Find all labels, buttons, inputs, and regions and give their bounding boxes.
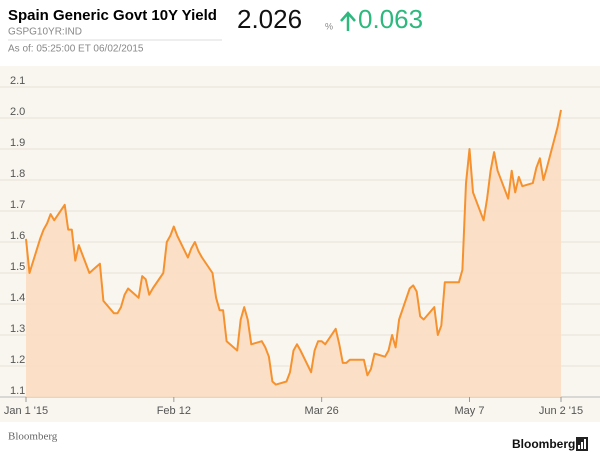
x-tick-label: Jan 1 '15 <box>4 405 48 417</box>
x-tick-label: Mar 26 <box>305 405 339 417</box>
source: Bloomberg <box>8 431 58 443</box>
ticker: GSPG10YR:IND <box>8 27 82 38</box>
y-tick-label: 2.0 <box>10 106 25 118</box>
logo-icon <box>576 437 588 451</box>
price-unit: % <box>325 21 333 31</box>
y-tick-label: 1.3 <box>10 323 25 335</box>
logo: Bloomberg <box>512 437 575 451</box>
y-tick-label: 1.5 <box>10 261 25 273</box>
x-tick-label: May 7 <box>455 405 485 417</box>
x-tick-label: Feb 12 <box>157 405 191 417</box>
change: 0.063 <box>358 4 423 34</box>
y-tick-label: 1.2 <box>10 354 25 366</box>
area <box>26 109 561 398</box>
y-tick-label: 1.9 <box>10 137 25 149</box>
up-arrow <box>340 11 356 31</box>
y-tick-label: 1.4 <box>10 292 25 304</box>
y-tick-label: 1.7 <box>10 199 25 211</box>
y-tick-label: 1.8 <box>10 168 25 180</box>
y-tick-label: 2.1 <box>10 75 25 87</box>
y-tick-label: 1.6 <box>10 230 25 242</box>
price: 2.026 <box>237 4 302 34</box>
line <box>25 109 562 386</box>
chart-title: Spain Generic Govt 10Y Yield <box>8 7 217 24</box>
y-tick-label: 1.1 <box>10 385 25 397</box>
as-of: As of: 05:25:00 ET 06/02/2015 <box>8 44 144 55</box>
x-tick-label: Jun 2 '15 <box>539 405 583 417</box>
